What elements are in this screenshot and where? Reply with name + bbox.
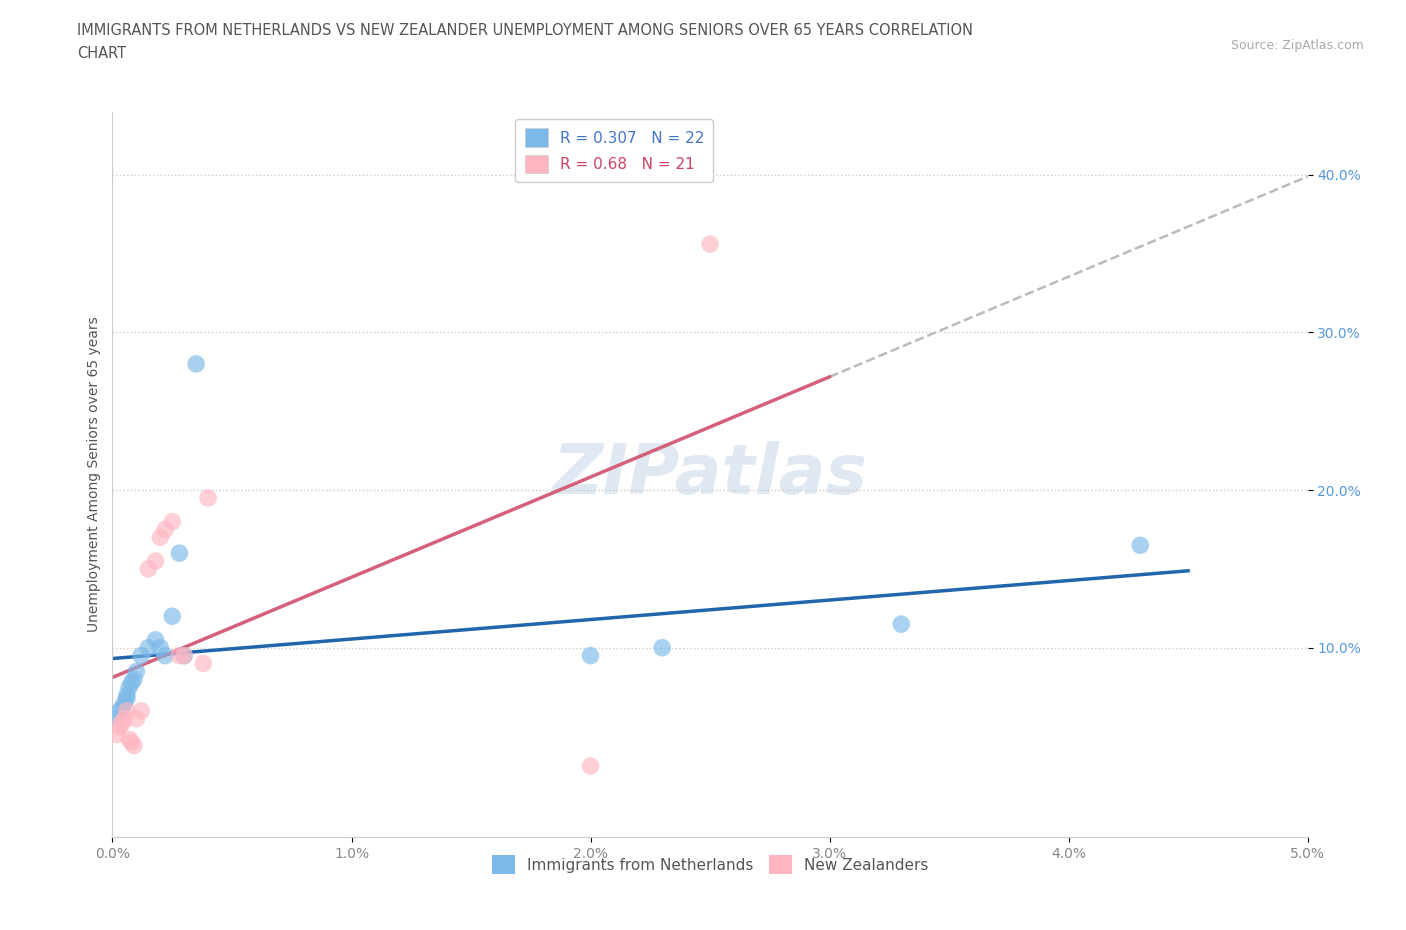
Point	[173, 648, 195, 663]
Point	[149, 530, 172, 545]
Point	[125, 711, 148, 726]
Point	[125, 664, 148, 679]
Point	[108, 719, 131, 734]
Point	[108, 703, 131, 718]
Point	[579, 648, 602, 663]
Point	[122, 738, 145, 753]
Point	[105, 711, 128, 726]
Point	[105, 727, 128, 742]
Point	[121, 675, 143, 690]
Point	[145, 553, 167, 568]
Point	[890, 617, 912, 631]
Point	[122, 671, 145, 686]
Point	[162, 514, 183, 529]
Text: Source: ZipAtlas.com: Source: ZipAtlas.com	[1230, 39, 1364, 52]
Point	[579, 759, 602, 774]
Point	[111, 700, 134, 715]
Point	[121, 735, 143, 750]
Point	[169, 546, 191, 561]
Point	[115, 687, 138, 702]
Point	[193, 656, 215, 671]
Point	[115, 691, 138, 706]
Point	[114, 696, 135, 711]
Point	[153, 522, 176, 537]
Legend: Immigrants from Netherlands, New Zealanders: Immigrants from Netherlands, New Zealand…	[485, 849, 935, 880]
Point	[169, 648, 191, 663]
Point	[1129, 538, 1152, 552]
Point	[115, 703, 138, 718]
Point	[129, 648, 152, 663]
Point	[651, 641, 673, 656]
Point	[173, 648, 195, 663]
Point	[118, 680, 141, 695]
Point	[149, 641, 172, 656]
Point	[114, 711, 135, 726]
Point	[118, 732, 141, 747]
Text: IMMIGRANTS FROM NETHERLANDS VS NEW ZEALANDER UNEMPLOYMENT AMONG SENIORS OVER 65 : IMMIGRANTS FROM NETHERLANDS VS NEW ZEALA…	[77, 23, 973, 38]
Point	[162, 609, 183, 624]
Text: ZIPatlas: ZIPatlas	[553, 441, 868, 508]
Point	[145, 632, 167, 647]
Point	[186, 356, 208, 371]
Text: CHART: CHART	[77, 46, 127, 61]
Point	[111, 716, 134, 731]
Point	[153, 648, 176, 663]
Point	[699, 236, 721, 251]
Point	[197, 490, 219, 505]
Point	[138, 562, 160, 577]
Point	[129, 703, 152, 718]
Point	[138, 641, 160, 656]
Y-axis label: Unemployment Among Seniors over 65 years: Unemployment Among Seniors over 65 years	[87, 316, 101, 632]
